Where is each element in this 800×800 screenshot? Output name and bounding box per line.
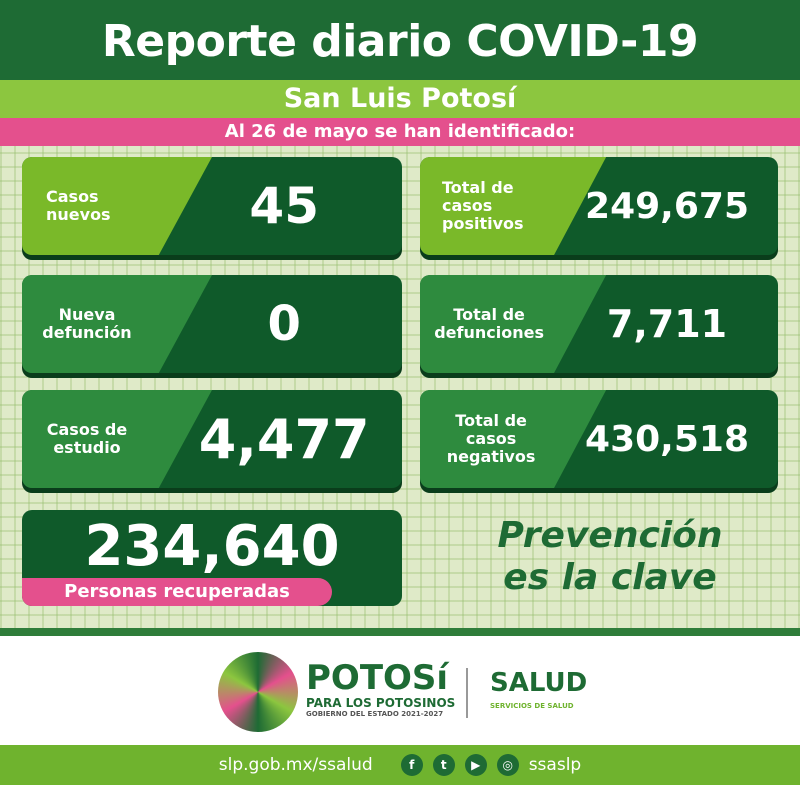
card-total-positivos: Total de casos positivos 249,675: [420, 157, 778, 255]
facebook-icon[interactable]: f: [400, 754, 423, 776]
card-value: 249,675: [585, 185, 749, 227]
website-link[interactable]: slp.gob.mx/ssalud: [218, 755, 373, 775]
region-title: San Luis Potosí: [0, 80, 800, 118]
social-handle[interactable]: ssaslp: [528, 755, 582, 775]
salud-subtitle: SERVICIOS DE SALUD: [490, 702, 574, 710]
potosi-subtitle: PARA LOS POTOSINOS: [306, 696, 456, 710]
salud-logo: SALUD SERVICIOS DE SALUD: [490, 668, 587, 710]
instagram-icon[interactable]: ◎: [496, 754, 519, 776]
card-label: Total de casos positivos: [420, 157, 607, 255]
potosi-logo: POTOSí PARA LOS POTOSINOS GOBIERNO DEL E…: [306, 660, 455, 718]
card-casos-estudio: Casos de estudio 4,477: [22, 390, 402, 488]
divider-bar: [0, 628, 800, 636]
logo-divider: [466, 668, 468, 718]
report-title: Reporte diario COVID-19: [0, 0, 800, 80]
footer-bar: slp.gob.mx/ssalud f t ▶ ◎ ssaslp: [0, 745, 800, 785]
card-total-negativos: Total de casos negativos 430,518: [420, 390, 778, 488]
card-value: 430,518: [585, 418, 749, 460]
slogan-line-2: es la clave: [503, 557, 717, 598]
recovered-value: 234,640: [84, 514, 340, 579]
potosi-gov: GOBIERNO DEL ESTADO 2021-2027: [306, 710, 444, 718]
potosi-wordmark: POTOSí: [306, 658, 449, 698]
recovered-label: Personas recuperadas: [22, 578, 332, 606]
slogan: Prevención es la clave: [440, 515, 780, 599]
card-casos-nuevos: Casos nuevos 45: [22, 157, 402, 255]
youtube-icon[interactable]: ▶: [464, 754, 487, 776]
card-value: 45: [249, 177, 319, 235]
twitter-icon[interactable]: t: [432, 754, 455, 776]
salud-wordmark: SALUD: [490, 668, 588, 698]
date-line: Al 26 de mayo se han identificado:: [0, 118, 800, 146]
card-value: 4,477: [198, 407, 370, 471]
slogan-line-1: Prevención: [497, 515, 723, 556]
card-value: 0: [267, 296, 301, 352]
card-total-defunciones: Total de defunciones 7,711: [420, 275, 778, 373]
recovered-card: 234,640 Personas recuperadas: [22, 510, 402, 606]
card-value: 7,711: [606, 302, 728, 346]
card-nueva-defuncion: Nueva defunción 0: [22, 275, 402, 373]
potosi-emblem-icon: [218, 652, 298, 732]
